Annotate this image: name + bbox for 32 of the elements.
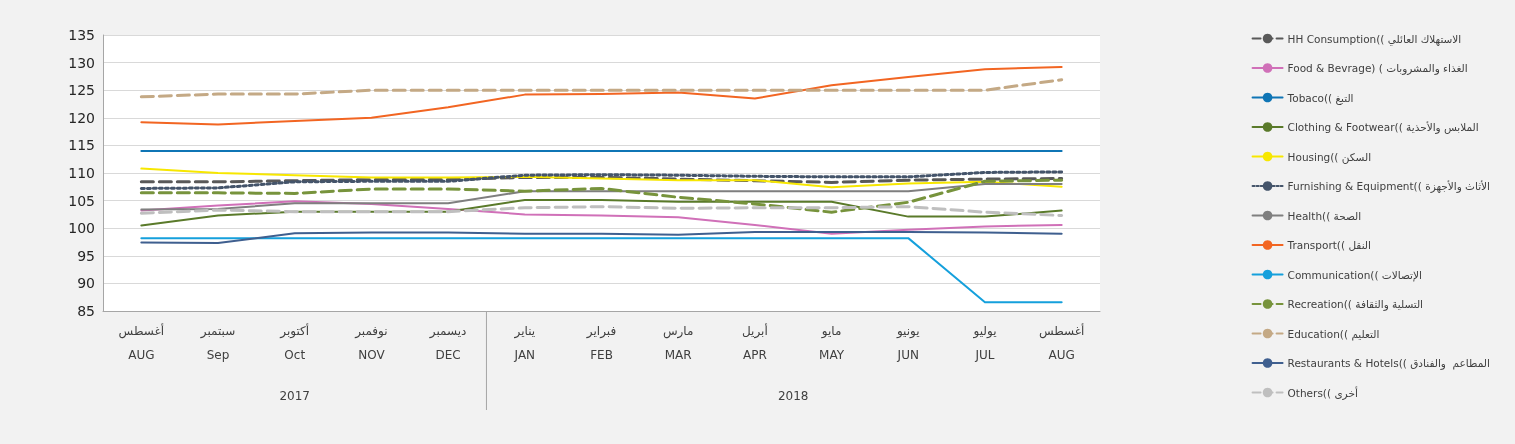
line-series	[140, 231, 1063, 245]
legend-label: Tobaco(( التبغ	[1286, 91, 1354, 105]
legend-label: Restaurants & Hotels(( المطاعم والفنادق	[1287, 357, 1490, 370]
line-series	[140, 199, 1063, 227]
y-tick-label: 130	[68, 54, 95, 71]
y-tick-label: 110	[68, 165, 95, 181]
legend-label: Clothing & Footwear(( الملابس والأحذية	[1287, 121, 1479, 134]
legend-label: Transport(( النقل	[1286, 239, 1371, 251]
legend-label: Others(( أخرى	[1287, 385, 1358, 400]
y-tick-label: 90	[77, 275, 95, 292]
y-tick-label: 100	[68, 220, 95, 237]
legend-label: Housing(( السكن	[1287, 150, 1372, 164]
line-series	[140, 200, 1063, 235]
legend-label: Food & Bevrage) ( الغذاء والمشروبات	[1287, 62, 1468, 75]
legend-label: Education(( التعليم	[1287, 327, 1380, 341]
y-tick-label: 125	[68, 82, 95, 99]
y-tick-label: 115	[68, 137, 95, 154]
legend-label: Recreation(( التسلية والثقافة	[1287, 298, 1424, 311]
legend-label: HH Consumption(( الاستهلاك العائلي	[1287, 32, 1462, 46]
line-series	[139, 78, 1064, 99]
y-tick-label: 120	[68, 109, 95, 126]
legend-label: Communication(( الإتصالات	[1287, 268, 1422, 282]
y-tick-label: 105	[68, 192, 95, 209]
line-series	[139, 205, 1064, 217]
y-tick-label: 95	[77, 247, 95, 264]
text: 2017	[279, 389, 310, 403]
text: 2018	[777, 389, 809, 403]
y-tick-label: 135	[68, 27, 95, 43]
line-series	[140, 66, 1063, 126]
y-tick-label: 85	[77, 303, 95, 319]
legend-label: Health(( الصحة	[1287, 209, 1362, 222]
legend-label: Furnishing & Equipment(( الأثاث والأجهزة	[1287, 180, 1491, 193]
